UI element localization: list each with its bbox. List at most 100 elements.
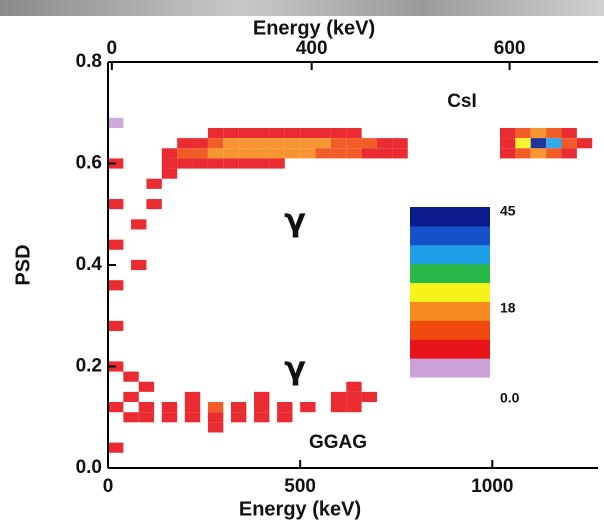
x-tick-label: 1000	[471, 476, 513, 497]
heat-cell	[161, 148, 178, 159]
colorbar-segment	[410, 282, 490, 302]
heat-cell	[254, 412, 270, 423]
colorbar-segment	[410, 225, 490, 246]
y-axis-label: PSD	[12, 244, 34, 285]
heat-cell	[361, 148, 378, 159]
heat-cell	[515, 138, 531, 149]
heat-cell	[108, 199, 124, 210]
colorbar-segment	[410, 301, 490, 321]
heat-cell	[146, 199, 162, 210]
heat-cell	[108, 402, 124, 413]
y-tick-label: 0.0	[76, 457, 102, 478]
heat-cell	[515, 148, 531, 159]
heat-cell	[300, 138, 316, 149]
heat-cell	[238, 148, 255, 159]
heat-cell	[377, 138, 393, 149]
heat-cell	[138, 402, 155, 413]
heat-cell	[284, 138, 301, 149]
heat-cell	[230, 412, 247, 423]
heat-cell	[392, 148, 408, 159]
y-tick-label: 0.6	[76, 153, 102, 174]
heat-cell	[108, 117, 124, 128]
x-tick-label: 0	[103, 476, 114, 497]
heat-cell	[123, 371, 139, 382]
annotation: γ	[284, 201, 306, 239]
heat-cell	[161, 158, 178, 169]
x-axis-label: Energy (keV)	[239, 498, 361, 520]
colorbar-segment	[410, 207, 490, 227]
x2-axis-label: Energy (keV)	[253, 17, 375, 39]
x2-tick-label: 0	[107, 38, 118, 59]
heat-cell	[238, 158, 255, 169]
heat-cell	[361, 391, 378, 403]
heat-cell	[192, 158, 208, 169]
heat-cell	[177, 158, 193, 169]
heat-cell	[207, 412, 224, 423]
heat-cell	[123, 412, 139, 423]
heat-cell	[254, 402, 270, 413]
heat-cell	[546, 127, 562, 139]
colorbar-label: 0.0	[500, 390, 520, 406]
colorbar-segment	[410, 263, 490, 284]
heat-cell	[530, 148, 547, 159]
heat-cell	[576, 138, 593, 149]
heat-cell	[177, 148, 193, 159]
heat-cell	[108, 442, 124, 453]
heat-cell	[500, 148, 516, 159]
heat-cell	[330, 402, 347, 413]
heat-cell	[207, 158, 224, 169]
heat-cell	[207, 138, 224, 149]
heat-cell	[392, 138, 408, 149]
annotation: GGAG	[309, 432, 367, 453]
heat-cell	[254, 127, 270, 139]
heat-cell	[277, 412, 293, 423]
heat-cell	[269, 148, 285, 159]
heat-cell	[177, 138, 193, 149]
heat-cell	[346, 402, 362, 413]
heat-cell	[238, 138, 255, 149]
heat-cell	[207, 402, 224, 413]
heat-cell	[161, 402, 178, 413]
heat-cell	[269, 138, 285, 149]
heat-cell	[330, 127, 347, 139]
heat-cell	[269, 127, 285, 139]
heat-cell	[346, 391, 362, 403]
heat-cell	[330, 148, 347, 159]
heat-cell	[300, 127, 316, 139]
heat-cell	[315, 138, 331, 149]
heat-cell	[192, 138, 208, 149]
heat-cell	[300, 402, 316, 413]
heat-cell	[184, 412, 201, 423]
annotation: CsI	[447, 91, 477, 112]
heat-cell	[254, 138, 270, 149]
heat-cell	[315, 127, 331, 139]
heatmap	[108, 117, 593, 453]
heat-cell	[284, 148, 301, 159]
heat-cell	[346, 138, 362, 149]
heat-cell	[300, 148, 316, 159]
heat-cell	[161, 168, 178, 179]
colorbar-label: 18	[500, 300, 516, 316]
y-tick-label: 0.4	[76, 254, 103, 275]
colorbar-segment	[410, 339, 490, 359]
heat-cell	[330, 391, 347, 403]
heat-cell	[515, 127, 531, 139]
heat-cell	[315, 148, 331, 159]
x2-tick-label: 400	[296, 38, 328, 59]
heat-cell	[230, 402, 247, 413]
heat-cell	[346, 127, 362, 139]
colorbar-label: 45	[500, 203, 516, 219]
heat-cell	[223, 148, 239, 159]
heat-cell	[223, 138, 239, 149]
heat-cell	[138, 381, 155, 392]
heat-cell	[131, 259, 147, 271]
heat-cell	[269, 158, 285, 169]
heat-cell	[546, 148, 562, 159]
heat-cell	[146, 178, 162, 189]
heat-cell	[207, 422, 224, 433]
heat-cell	[108, 239, 124, 250]
heat-cell	[500, 138, 516, 149]
heat-cell	[254, 158, 270, 169]
x2-tick-label: 600	[494, 38, 526, 59]
